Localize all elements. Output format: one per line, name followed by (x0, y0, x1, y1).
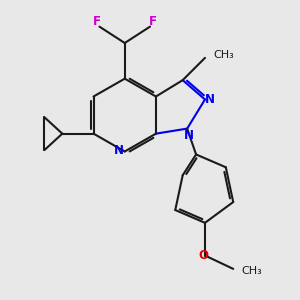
Text: CH₃: CH₃ (242, 266, 262, 276)
Text: N: N (184, 129, 194, 142)
Text: N: N (114, 144, 124, 158)
Text: F: F (148, 15, 156, 28)
Text: CH₃: CH₃ (213, 50, 234, 60)
Text: N: N (205, 93, 215, 106)
Text: F: F (93, 15, 101, 28)
Text: O: O (199, 249, 208, 262)
